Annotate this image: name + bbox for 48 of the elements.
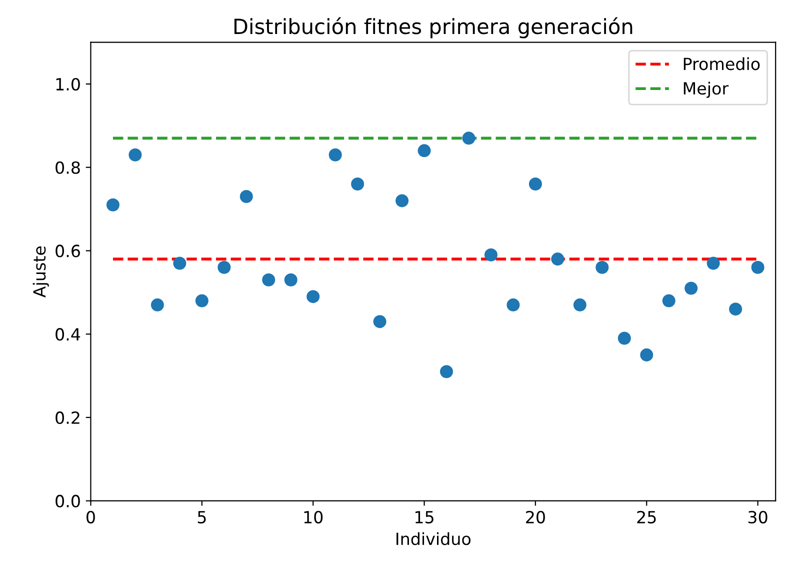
point xyxy=(684,282,698,295)
legend-label: Mejor xyxy=(684,82,729,98)
y-tick-label: 0.6 xyxy=(56,244,80,258)
point xyxy=(218,260,231,274)
x-tick-label: 25 xyxy=(637,510,656,524)
x-tick-label: 30 xyxy=(748,510,768,524)
x-tick-label: 15 xyxy=(415,511,434,524)
legend-label: Promedio xyxy=(684,57,760,70)
point xyxy=(128,148,142,162)
point xyxy=(351,178,364,191)
point xyxy=(440,365,454,378)
x-tick-label: 0 xyxy=(86,510,95,524)
point xyxy=(262,273,276,286)
y-tick-label: 0.0 xyxy=(56,494,80,508)
point xyxy=(418,144,431,158)
point xyxy=(662,294,676,308)
point xyxy=(373,315,386,328)
x-tick-label: 5 xyxy=(198,511,206,524)
point xyxy=(484,248,498,262)
x-axis-title: Individuo xyxy=(396,532,471,546)
point xyxy=(396,194,409,208)
point xyxy=(284,273,298,286)
point xyxy=(751,260,764,274)
point xyxy=(640,348,654,362)
y-tick-label: 0.4 xyxy=(56,328,80,341)
y-axis-title: Ajuste xyxy=(32,246,49,298)
point xyxy=(106,198,120,212)
y-tick-label: 0.8 xyxy=(56,161,80,174)
point xyxy=(506,298,520,312)
point xyxy=(551,252,564,266)
chart-title: Distribución fitnes primera generación xyxy=(234,17,632,38)
point xyxy=(173,256,186,270)
point xyxy=(596,260,609,274)
y-tick-label: 0.2 xyxy=(56,411,80,424)
point xyxy=(573,298,586,312)
point xyxy=(462,132,476,145)
point xyxy=(528,178,542,191)
point xyxy=(618,332,631,345)
point xyxy=(729,302,742,316)
point xyxy=(150,298,164,312)
point xyxy=(195,294,208,308)
x-tick-label: 20 xyxy=(526,510,545,524)
point xyxy=(306,290,320,304)
point xyxy=(706,256,720,270)
point xyxy=(240,190,253,204)
y-tick-label: 1.0 xyxy=(56,78,80,91)
point xyxy=(328,148,342,162)
x-tick-label: 10 xyxy=(304,510,323,524)
